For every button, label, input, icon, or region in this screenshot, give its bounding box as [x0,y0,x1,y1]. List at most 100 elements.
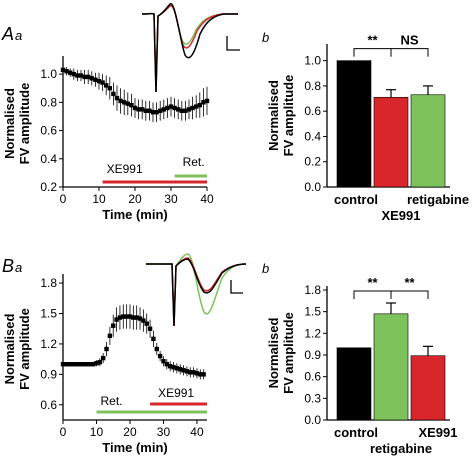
data-point [164,362,170,367]
data-point [77,362,82,367]
scale-bar-A [226,36,240,51]
data-point [198,372,203,377]
data-point [97,359,103,365]
y-axis-title: NormalisedFV amplitude [2,83,32,165]
data-point [122,100,127,105]
data-point [150,110,156,115]
data-point [80,362,86,367]
data-point [74,362,79,367]
data-point [204,98,210,104]
data-point [178,367,183,372]
data-point [191,370,196,375]
y-tick-label: 0.0 [304,413,321,427]
x-tick-label: 30 [164,192,178,206]
data-point [78,73,84,78]
waveform-inset-B [146,253,247,327]
panel-sub-Bb: b [262,261,269,276]
data-point [141,318,146,323]
data-point [161,107,166,112]
significance-bracket [353,290,392,299]
data-point [158,108,163,113]
drug-label-Ret: Ret. [183,155,205,169]
data-point [94,361,99,366]
y-tick-label: 1.5 [40,307,57,321]
bar-XE991 [410,355,446,421]
data-point [168,104,174,109]
y-tick-label: 0.6 [304,104,321,118]
y-tick-label: 0.4 [304,129,321,143]
data-point [68,70,73,75]
bar-retigabine [373,313,409,421]
drug-label-XE991: XE991 [158,386,194,400]
x-tick-label: 0 [60,192,67,206]
y-tick-label: 0.9 [40,367,57,381]
x-tick-label: 20 [123,425,137,439]
y-axis-title: NormalisedFV amplitude [266,312,296,394]
data-point [114,317,119,322]
data-point [107,86,112,91]
data-point [111,323,116,328]
panel-sub-Aa: a [15,28,22,43]
significance-label: ** [404,275,415,290]
waveform-inset-A [141,3,240,93]
data-point [93,77,98,82]
data-point [190,105,195,111]
y-tick-label: 0.2 [40,180,57,194]
significance-label: NS [400,33,418,48]
data-point [151,336,156,342]
data-point [129,102,134,108]
category-label-0: control [334,192,378,207]
y-tick-label: 1.0 [40,67,57,81]
x-tick-label: 40 [200,192,214,206]
drug-label-XE991: XE991 [107,162,143,176]
data-point [100,355,106,361]
data-point [60,67,66,73]
data-point [179,108,184,113]
data-point [107,333,113,339]
y-tick-label: 0.2 [304,155,321,169]
data-point [140,107,145,112]
category-label-2: XE991 [418,425,457,440]
bar-control [336,60,372,188]
y-tick-label: 0.0 [304,180,321,194]
data-point [137,316,143,321]
category-label-0: control [334,425,378,440]
data-point [89,76,94,81]
y-tick-label: 0.6 [304,370,321,384]
y-axis-title: NormalisedFV amplitude [266,75,296,157]
category-label-2: retigabine [407,192,469,207]
scale-bar-B [230,280,243,294]
significance-bracket [353,48,392,57]
data-point [104,346,109,352]
data-point [67,362,72,367]
data-point [127,314,133,319]
data-point [60,362,66,367]
data-point [181,368,186,373]
data-point [121,314,126,319]
x-axis-title: Time (min) [102,440,168,455]
data-point [157,353,163,359]
y-tick-label: 0.6 [40,124,57,138]
data-point [117,315,123,320]
x-tick-label: 10 [92,192,106,206]
significance-label: ** [367,33,378,48]
data-point [184,369,190,374]
data-point [144,321,149,326]
data-point [186,107,192,112]
x-tick-label: 30 [157,425,171,439]
data-point [82,74,87,80]
y-tick-label: 0.3 [304,391,321,405]
chart-Aa: 0 10 20 30 40 0.2 0.4 0.6 0.8 1.0 Time (min) Normal… [2,56,214,222]
y-tick-label: 1.8 [304,283,321,297]
data-point [64,69,69,74]
drug-label-Ret: Ret. [100,394,122,408]
x-tick-label: 10 [90,425,104,439]
data-point [71,71,76,77]
y-tick-label: 1.5 [304,305,321,319]
data-point [124,314,129,319]
group-label: retigabine [370,441,432,456]
data-point [183,108,188,113]
x-tick-label: 20 [128,192,142,206]
chart-Ab: 0.0 0.2 0.4 0.6 0.8 1.0 NormalisedFV amplitude… [266,33,469,223]
